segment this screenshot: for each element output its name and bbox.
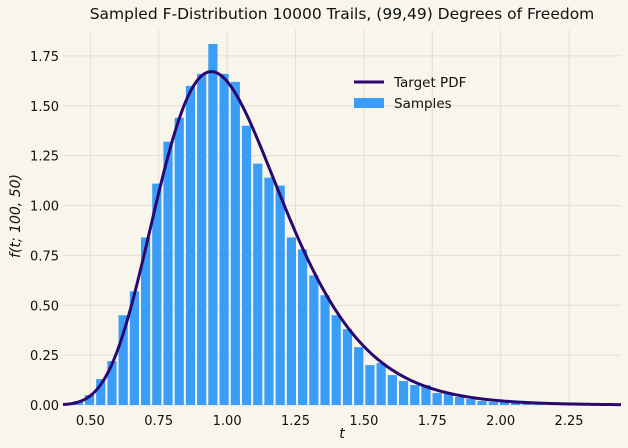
histogram-bar: [387, 375, 397, 405]
x-axis-label: t: [339, 426, 345, 442]
histogram-bar: [241, 125, 252, 405]
y-tick-labels: 0.00 0.25 0.50 0.75 1.00 1.25 1.50 1.75: [30, 50, 59, 414]
x-tick-label: 1.75: [418, 414, 447, 429]
x-tick-label: 1.50: [349, 414, 378, 429]
legend-label-target-pdf: Target PDF: [393, 75, 466, 91]
histogram-bar: [174, 117, 184, 405]
target-pdf-line: [62, 70, 622, 407]
histogram-bar: [129, 291, 139, 405]
histogram-bar: [365, 365, 375, 405]
x-tick-label: 2.25: [555, 414, 584, 429]
histogram-bar: [185, 85, 196, 405]
histogram-bar: [208, 43, 218, 405]
histogram-bar: [477, 401, 487, 405]
x-tick-label: 1.25: [281, 414, 310, 429]
histogram-bar: [488, 402, 498, 405]
y-tick-label: 1.00: [30, 200, 59, 215]
histogram-bar: [152, 183, 162, 405]
y-axis-label: f(t; 100, 50): [8, 174, 24, 258]
y-tick-label: 1.25: [30, 150, 59, 165]
x-tick-labels: 0.50 0.75 1.00 1.25 1.50 1.75 2.00 2.25: [76, 414, 584, 429]
histogram-bar: [320, 295, 330, 405]
y-tick-label: 0.25: [30, 349, 59, 364]
x-tick-label: 0.75: [144, 414, 173, 429]
histogram-bar: [410, 385, 420, 405]
histogram-bar: [421, 385, 431, 405]
histogram-bar: [107, 361, 117, 405]
histogram-bar: [286, 237, 296, 405]
histogram-bar: [443, 393, 454, 405]
histogram-bar: [455, 397, 465, 405]
y-tick-label: 0.00: [30, 399, 59, 414]
y-tick-label: 1.50: [30, 100, 59, 115]
histogram-bar: [163, 141, 173, 405]
histogram-bar: [298, 249, 308, 405]
histogram-bar: [197, 73, 207, 405]
histogram-bar: [499, 402, 510, 405]
x-tick-label: 0.50: [76, 414, 105, 429]
histogram-bars: [73, 43, 543, 406]
histogram-bar: [432, 393, 442, 405]
histogram-bar: [219, 73, 229, 405]
chart-title: Sampled F-Distribution 10000 Trails, (99…: [90, 5, 595, 23]
histogram-bar: [342, 329, 353, 405]
histogram-bar: [466, 399, 476, 405]
histogram-bar: [376, 363, 386, 405]
x-tick-label: 2.00: [486, 414, 515, 429]
y-tick-label: 0.75: [30, 249, 59, 264]
histogram-bar: [398, 381, 409, 405]
legend-swatch-samples: [354, 98, 384, 108]
y-tick-label: 0.50: [30, 299, 59, 314]
histogram-bar: [96, 379, 106, 405]
histogram-bar: [118, 315, 128, 405]
y-tick-label: 1.75: [30, 50, 59, 65]
histogram-bar: [331, 315, 341, 405]
histogram-bar: [253, 163, 263, 405]
histogram-bar: [309, 275, 319, 405]
histogram-bar: [275, 185, 285, 405]
histogram-bar: [84, 395, 95, 405]
legend: Target PDF Samples: [354, 75, 466, 112]
histogram-bar: [141, 237, 151, 405]
histogram-bar: [511, 403, 521, 405]
histogram-bar: [230, 81, 240, 406]
x-tick-label: 1.00: [213, 414, 242, 429]
legend-label-samples: Samples: [394, 96, 452, 112]
histogram-bar: [354, 347, 364, 405]
histogram-bar: [264, 177, 274, 405]
